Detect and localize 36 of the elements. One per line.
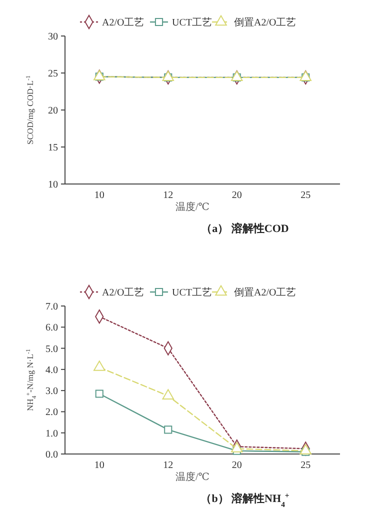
x-tick-label: 10 bbox=[94, 190, 104, 201]
legend-label: A2/O工艺 bbox=[102, 286, 144, 298]
point bbox=[95, 390, 104, 398]
y-tick-label: 5.0 bbox=[46, 344, 58, 355]
legend-label: 倒置A2/O工艺 bbox=[234, 16, 296, 28]
text: （a） 溶解性COD bbox=[201, 222, 289, 235]
x-axis-title: 温度/℃ bbox=[176, 471, 210, 483]
x-tick-label: 25 bbox=[300, 460, 311, 471]
point bbox=[162, 389, 174, 400]
x-tick-label: 25 bbox=[300, 190, 311, 201]
point bbox=[300, 444, 312, 454]
y-tick-label: 3.0 bbox=[46, 386, 58, 398]
x-axis-title: 温度/℃ bbox=[176, 201, 210, 213]
y-tick-label: 20 bbox=[48, 106, 58, 116]
x-tick-label: 12 bbox=[163, 460, 174, 471]
y-tick-label: 6.0 bbox=[46, 322, 58, 334]
point bbox=[231, 442, 243, 452]
y-tick-label: 25 bbox=[48, 68, 58, 80]
y-tick-label: 0.0 bbox=[46, 450, 58, 460]
legend-label: A2/O工艺 bbox=[102, 16, 144, 28]
y-tick-label: 10 bbox=[48, 180, 58, 190]
y-tick-label: 1.0 bbox=[46, 428, 58, 440]
legend-label: UCT工艺 bbox=[172, 16, 212, 28]
y-tick-label: 7.0 bbox=[46, 302, 58, 312]
point bbox=[164, 426, 172, 434]
x-tick-label: 20 bbox=[232, 460, 242, 471]
point bbox=[94, 360, 106, 371]
y-tick-label: 15 bbox=[48, 142, 58, 154]
y-tick-label: 4.0 bbox=[46, 364, 58, 376]
x-tick-label: 12 bbox=[163, 190, 174, 201]
legend-label: 倒置A2/O工艺 bbox=[234, 286, 296, 298]
y-tick-label: 30 bbox=[48, 32, 58, 42]
x-tick-label: 10 bbox=[94, 460, 104, 471]
x-tick-label: 20 bbox=[232, 190, 242, 201]
y-tick-label: 2.0 bbox=[46, 407, 58, 418]
legend-label: UCT工艺 bbox=[172, 286, 212, 298]
